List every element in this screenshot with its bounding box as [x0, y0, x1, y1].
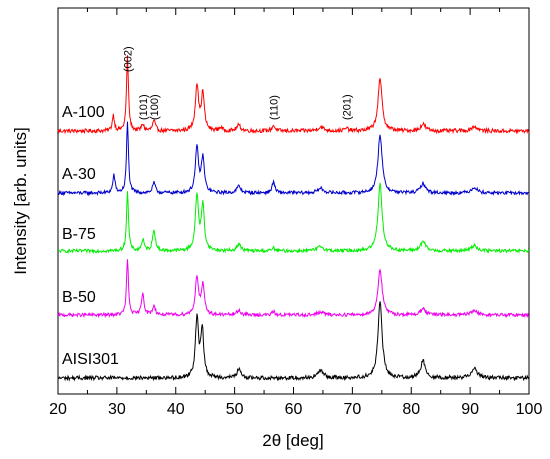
series-line-aisi301: [57, 301, 530, 382]
x-tick-label: 70: [343, 401, 361, 418]
peak-label: (201): [341, 94, 353, 120]
x-tick-label: 30: [108, 401, 126, 418]
x-tick-label: 50: [226, 401, 244, 418]
x-tick-label: 60: [285, 401, 303, 418]
x-tick-layer: 20 30 40 50 60 70 80 90 100: [49, 8, 542, 418]
x-axis-label: 2θ [deg]: [262, 431, 323, 450]
peak-label: (002): [122, 46, 134, 72]
y-axis-label: Intensity [arb. units]: [11, 127, 30, 274]
peak-label: (110): [268, 95, 280, 120]
x-tick-label: 100: [516, 401, 543, 418]
x-tick-label: 40: [167, 401, 185, 418]
series-label: AISI301: [62, 351, 119, 368]
series-label: B-75: [62, 226, 96, 243]
series-line-a-100: [57, 55, 530, 135]
series-label-layer: A-100 A-30 B-75 B-50 AISI301: [62, 104, 119, 368]
x-tick-label: 20: [49, 401, 67, 418]
peak-label-layer: (002) (101) (100) (110) (201): [122, 46, 353, 120]
series-label: B-50: [62, 289, 96, 306]
series-label: A-30: [62, 166, 96, 183]
series-layer: [57, 55, 530, 382]
peak-label: (101): [138, 94, 150, 120]
x-tick-label: 80: [402, 401, 420, 418]
series-line-a-30: [57, 121, 530, 197]
series-line-b-75: [57, 182, 530, 255]
series-label: A-100: [62, 104, 105, 121]
x-tick-label: 90: [461, 401, 479, 418]
series-line-b-50: [57, 259, 530, 319]
peak-label: (100): [149, 94, 161, 120]
